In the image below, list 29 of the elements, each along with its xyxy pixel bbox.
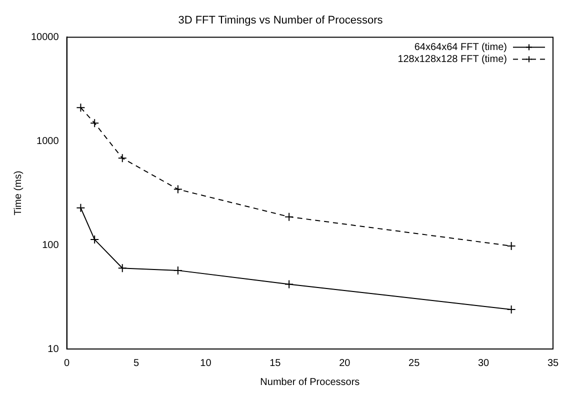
x-tick-label: 35 — [547, 358, 559, 369]
point — [76, 203, 86, 212]
x-tick-label: 25 — [408, 358, 420, 369]
x-tick-label: 0 — [64, 358, 70, 369]
point — [506, 241, 516, 250]
point — [173, 184, 182, 194]
point — [284, 280, 294, 289]
x-tick-label: 5 — [133, 358, 140, 369]
point — [118, 154, 127, 163]
chart-title: 3D FFT Timings vs Number of Processors — [178, 14, 384, 27]
legend-label: 64x64x64 FFT (time) — [414, 42, 507, 53]
x-tick-label: 15 — [270, 358, 282, 369]
y-tick-label: 100 — [42, 240, 60, 251]
x-axis-title: Number of Processors — [260, 376, 360, 388]
point — [506, 304, 516, 314]
point — [118, 264, 127, 273]
point — [284, 212, 294, 222]
x-tick-label: 30 — [478, 358, 490, 369]
y-tick-label: 10 — [48, 344, 60, 355]
point — [76, 103, 86, 112]
y-axis-title: Time (ms) — [12, 170, 24, 216]
x-tick-label: 10 — [200, 358, 212, 369]
y-tick-label: 10000 — [30, 32, 60, 43]
y-tick-label: 1000 — [36, 136, 60, 147]
point — [90, 118, 100, 128]
legend-label: 128x128x128 FFT (time) — [398, 54, 507, 65]
point — [90, 235, 100, 244]
point — [173, 266, 182, 275]
x-tick-label: 20 — [339, 358, 351, 369]
